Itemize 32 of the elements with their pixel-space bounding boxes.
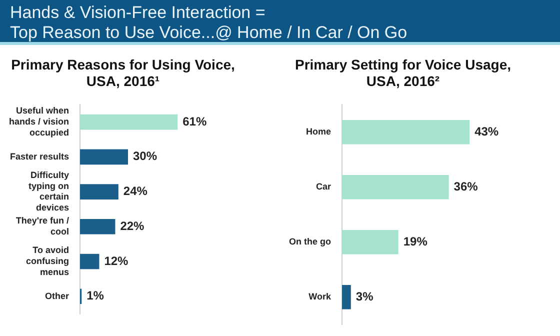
bar xyxy=(342,285,351,310)
data-label: 12% xyxy=(104,254,129,268)
y-tick-label: Difficulty typing on certain devices xyxy=(28,170,70,212)
text: Hands & Vision-Free Interaction = Top Reason to Use Voice...@ Home / In Car / On Go xyxy=(0,0,560,45)
bar xyxy=(80,254,100,270)
y-tick-label: To avoid confusing menus xyxy=(26,245,70,277)
data-label: 30% xyxy=(133,149,158,164)
y-tick-label: Home xyxy=(306,126,331,137)
data-label: 43% xyxy=(474,124,499,138)
bar xyxy=(80,184,118,200)
y-tick-label: On the go xyxy=(288,236,332,247)
data-label: 24% xyxy=(123,184,148,198)
y-tick-label: Other xyxy=(44,290,70,301)
y-tick-label: Faster results xyxy=(10,151,70,162)
y-tick-label: They're fun / cool xyxy=(16,216,70,237)
y-tick-label: Useful when hands / vision occupied xyxy=(8,106,70,138)
bar xyxy=(80,149,128,165)
y-tick-label: Work xyxy=(308,292,332,302)
data-label: 19% xyxy=(403,234,428,248)
bar xyxy=(80,114,178,130)
chart-title: Primary Reasons for Using Voice, USA, 2016¹ xyxy=(11,56,235,90)
data-label: 36% xyxy=(454,179,478,194)
y-tick-label: Car xyxy=(316,182,332,192)
bar xyxy=(80,218,116,234)
bar xyxy=(342,230,398,254)
chart-title: Primary Setting for Voice Usage, USA, 2016² xyxy=(294,56,512,90)
bar xyxy=(342,120,470,144)
bar xyxy=(342,175,449,200)
data-label: 61% xyxy=(182,114,207,128)
data-label: 1% xyxy=(86,288,104,303)
data-label: 22% xyxy=(120,218,145,233)
data-label: 3% xyxy=(356,289,374,304)
